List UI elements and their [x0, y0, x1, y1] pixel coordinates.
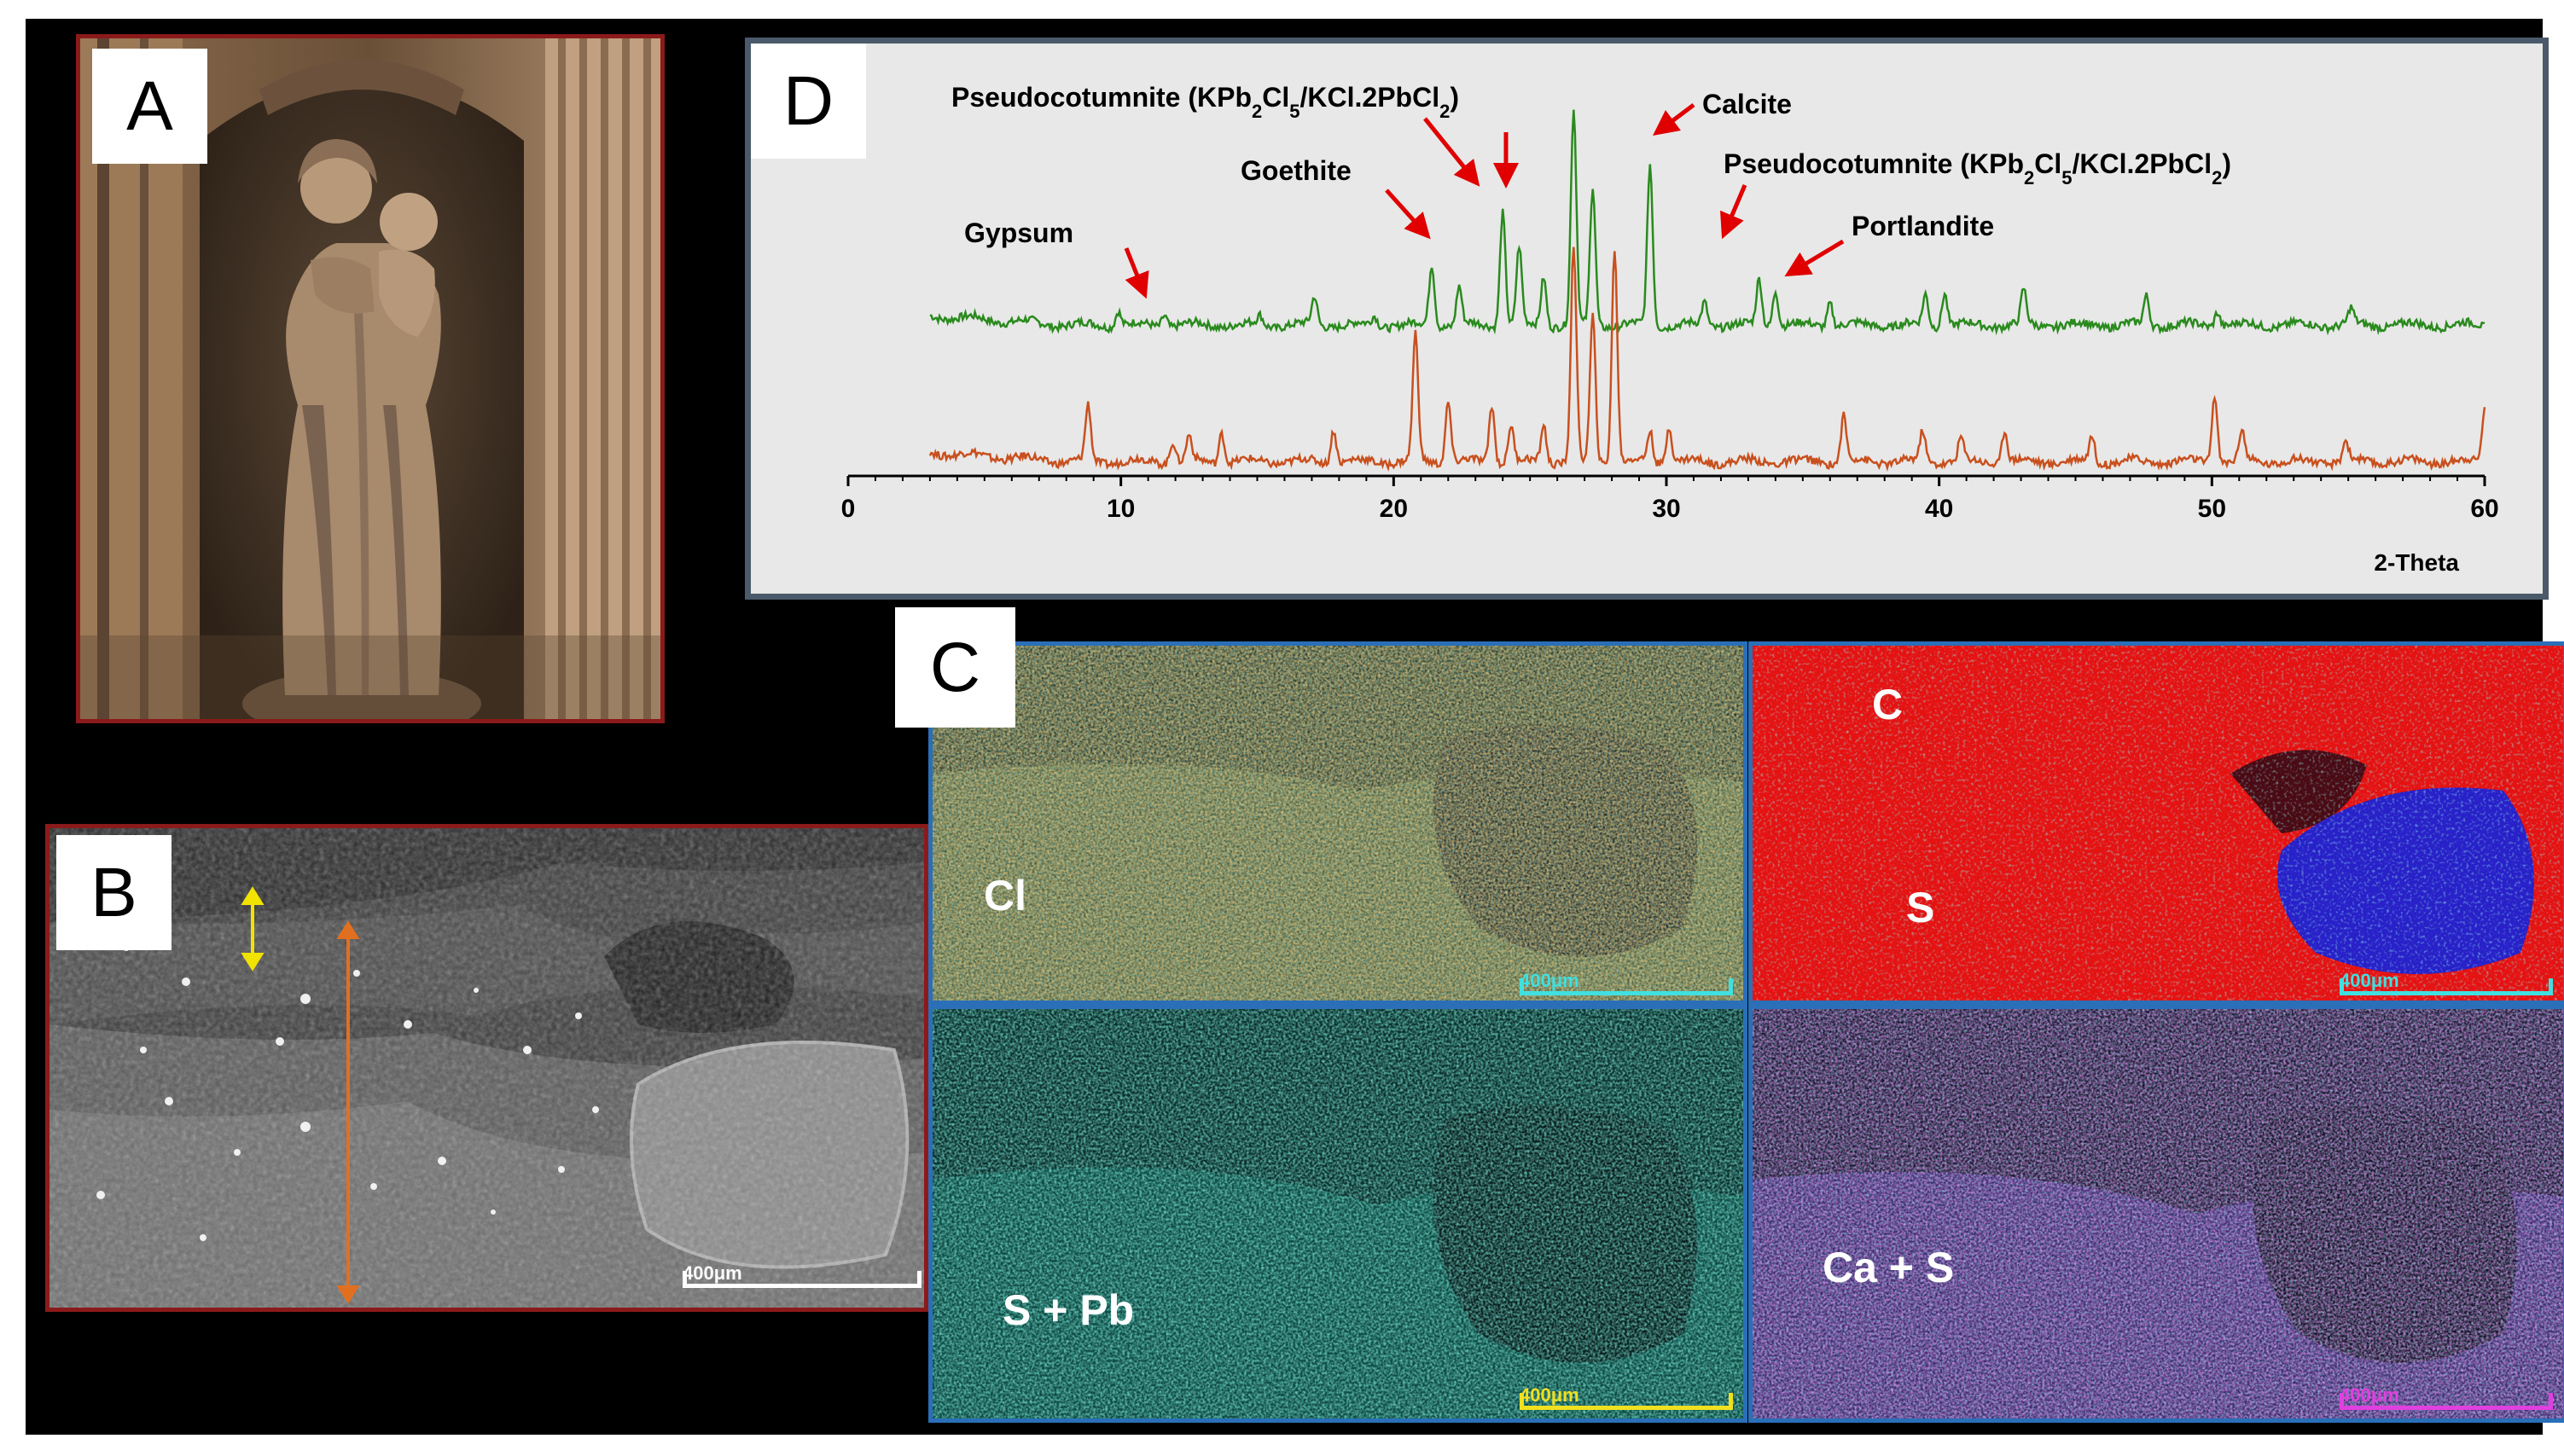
map-c-s-scalebar: 400μm	[2340, 970, 2553, 995]
map-ca-s-scalebar: 400μm	[2340, 1384, 2553, 1410]
map-ca-s: Ca + S 400μm	[1748, 1005, 2564, 1423]
map-cl-scalebar-label: 400μm	[1520, 970, 1579, 991]
xrd-series-2-line	[928, 247, 2486, 472]
annotation-calcite-label: Calcite	[1702, 89, 1792, 119]
x-tick-label: 20	[1380, 495, 1408, 523]
annotation-calcite-arrow	[1653, 103, 1695, 136]
annotation-pseudo2-arrow	[1720, 184, 1747, 240]
panel-b-scalebar: 400μm	[683, 1262, 922, 1288]
panel-a-statue-photo: A	[76, 34, 665, 723]
annotation-portlandite-label: Portlandite	[1852, 211, 1994, 241]
map-s-label: S	[1906, 884, 1935, 931]
figure: A	[26, 19, 2564, 1435]
xrd-series-1-line	[929, 109, 2486, 336]
map-cl-image	[933, 646, 1743, 1001]
x-tick-label: 40	[1925, 495, 1953, 523]
map-cl-label: Cl	[984, 872, 1026, 919]
map-s-pb-image	[933, 1009, 1743, 1418]
annotation-goethite-label: Goethite	[1241, 155, 1352, 186]
panel-c-letter: C	[895, 607, 1015, 728]
peak-annotations: Gypsum Goethite Pseudocotumnite (KPb2Cl5/K…	[951, 82, 2231, 299]
x-tick-label: 50	[2198, 495, 2226, 523]
annotation-pseudo1-arrow	[1423, 117, 1480, 187]
panel-d-xrd-chart: 0 10 20 30 40 50 60 2-Theta Gypsum Goethite Pseu…	[745, 38, 2549, 600]
panel-b-scalebar-label: 400μm	[683, 1262, 742, 1284]
map-s-pb-scalebar-label: 400μm	[1520, 1384, 1579, 1406]
map-s-pb-scalebar: 400μm	[1520, 1384, 1733, 1410]
map-c-s-scalebar-label: 400μm	[2340, 970, 2399, 991]
annotation-gypsum-arrow	[1124, 247, 1149, 299]
map-s-pb-label: S + Pb	[1003, 1286, 1135, 1334]
map-c-label: C	[1872, 681, 1904, 728]
map-ca-s-label: Ca + S	[1823, 1244, 1955, 1291]
x-tick-label: 0	[841, 495, 856, 523]
map-c-s: C S 400μm	[1748, 641, 2564, 1005]
annotation-pseudo1-label: Pseudocotumnite (KPb2Cl5/KCl.2PbCl2)	[951, 82, 1459, 122]
sem-image-illustration	[49, 828, 924, 1308]
annotation-gypsum-label: Gypsum	[964, 218, 1073, 248]
x-tick-label: 30	[1652, 495, 1680, 523]
xrd-plot-area	[928, 109, 2486, 472]
map-cl: Cl 400μm	[928, 641, 1747, 1005]
x-axis-label: 2-Theta	[2374, 549, 2459, 576]
annotation-portlandite-arrow	[1784, 239, 1845, 277]
xrd-chart: 0 10 20 30 40 50 60 2-Theta Gypsum Goethite Pseu…	[841, 82, 2499, 576]
panel-d-letter: D	[751, 44, 866, 159]
panel-b-letter: B	[56, 835, 172, 950]
annotation-pseudo2-label: Pseudocotumnite (KPb2Cl5/KCl.2PbCl2)	[1724, 148, 2231, 189]
x-axis-ticks: 0 10 20 30 40 50 60	[841, 476, 2499, 523]
map-s-pb: S + Pb 400μm	[928, 1005, 1747, 1423]
x-tick-label: 60	[2470, 495, 2498, 523]
map-ca-s-image	[1753, 1009, 2563, 1418]
map-cl-scalebar: 400μm	[1520, 970, 1733, 995]
map-c-s-image	[1753, 646, 2563, 1001]
panel-b-sem-image: B 400μm	[45, 824, 928, 1312]
panel-a-letter: A	[92, 49, 207, 164]
x-tick-label: 10	[1107, 495, 1135, 523]
annotation-goethite-arrow	[1385, 189, 1431, 240]
map-ca-s-scalebar-label: 400μm	[2340, 1384, 2399, 1406]
